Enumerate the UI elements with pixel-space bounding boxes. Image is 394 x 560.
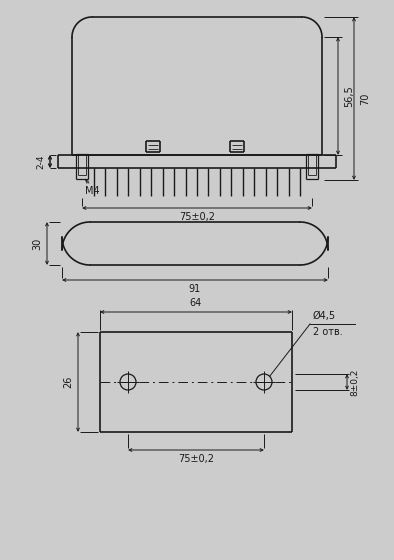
Text: 91: 91 (189, 284, 201, 294)
Text: 75±0,2: 75±0,2 (179, 212, 215, 222)
Text: Ø4,5: Ø4,5 (313, 311, 336, 321)
Text: 75±0,2: 75±0,2 (178, 454, 214, 464)
Text: 2 отв.: 2 отв. (313, 327, 343, 337)
Text: 64: 64 (190, 298, 202, 308)
Text: 26: 26 (63, 376, 73, 388)
Text: 70: 70 (360, 92, 370, 105)
Text: 30: 30 (32, 237, 42, 250)
Text: 8±0,2: 8±0,2 (350, 368, 359, 396)
Text: M4: M4 (85, 186, 100, 196)
Text: 56,5: 56,5 (344, 85, 354, 107)
Text: 2-4: 2-4 (36, 154, 45, 169)
